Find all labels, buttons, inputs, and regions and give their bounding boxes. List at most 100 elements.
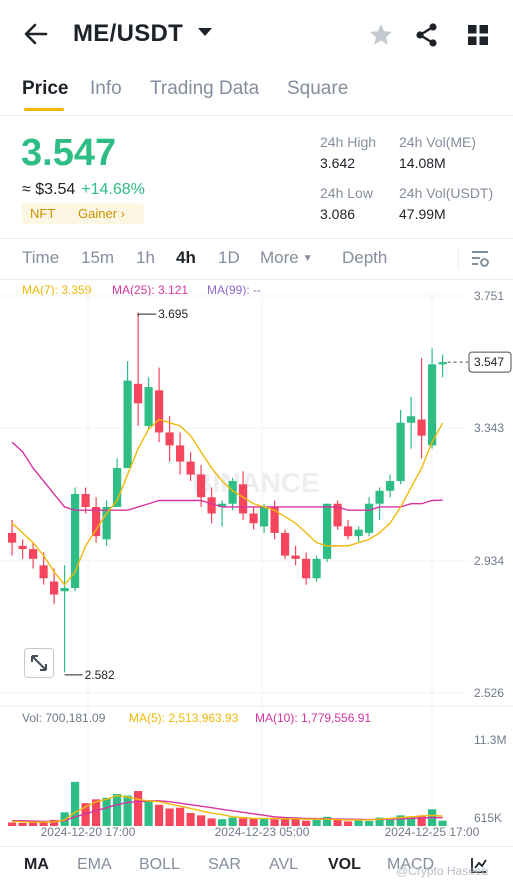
- volume-bar: [302, 820, 311, 826]
- volume-bar: [102, 797, 111, 826]
- vol-ma5-legend: MA(5): 2,513,963.93: [129, 711, 239, 725]
- indicator-sar[interactable]: SAR: [208, 856, 241, 873]
- candle-body: [270, 506, 279, 533]
- volume-bar: [239, 818, 248, 826]
- candle-body: [8, 532, 17, 543]
- chart-settings-icon[interactable]: [470, 249, 490, 269]
- indicator-vol[interactable]: VOL: [328, 856, 361, 873]
- volume-tick-label: 11.3M: [474, 733, 506, 747]
- tf-depth[interactable]: Depth: [342, 248, 388, 267]
- candle-body: [18, 545, 27, 550]
- ma25-line: [11, 441, 443, 511]
- volume-bar: [333, 819, 342, 826]
- volume-bar: [291, 818, 300, 826]
- ma99-legend: MA(99): --: [207, 283, 261, 297]
- indicator-boll[interactable]: BOLL: [139, 856, 180, 873]
- stat-24h-vol-usdt-label: 24h Vol(USDT): [399, 185, 494, 201]
- volume-bar: [113, 794, 122, 826]
- time-tick-label: 2024-12-25 17:00: [385, 825, 480, 839]
- indicator-settings-icon[interactable]: [470, 856, 488, 874]
- back-arrow-icon[interactable]: [22, 20, 50, 48]
- volume-bar: [144, 800, 153, 826]
- tab-info[interactable]: Info: [90, 78, 122, 99]
- tag-nft[interactable]: NFT: [22, 203, 84, 224]
- pair-title[interactable]: ME/USDT: [73, 20, 184, 47]
- volume-bar: [197, 815, 206, 826]
- pair-dropdown-icon[interactable]: [198, 28, 212, 36]
- tab-square[interactable]: Square: [287, 78, 349, 99]
- candle-body: [186, 461, 195, 475]
- time-tick-label: 2024-12-23 05:00: [215, 825, 310, 839]
- candle-body: [165, 432, 174, 446]
- indicator-ema[interactable]: EMA: [77, 856, 112, 873]
- candle-body: [207, 497, 216, 514]
- volume-bar: [155, 804, 164, 826]
- volume-bar: [344, 821, 353, 826]
- volume-bar: [134, 790, 143, 826]
- tf-15m[interactable]: 15m: [81, 248, 115, 267]
- tf-1d[interactable]: 1D: [218, 248, 240, 267]
- tf-4h[interactable]: 4h: [176, 248, 196, 267]
- price-tick-label: 2.526: [474, 686, 504, 700]
- candle-body: [417, 419, 426, 436]
- volume-bar: [92, 799, 101, 826]
- volume-bar: [396, 815, 405, 826]
- candle-body: [344, 526, 353, 537]
- price-axis: 3.751 3.343 2.934 2.526 11.3M 615K: [474, 289, 506, 825]
- vol-ma5-line: [12, 794, 443, 823]
- more-caret-icon: ▼: [302, 253, 313, 264]
- chart-annotations: 3.695 2.582 3.547: [64, 307, 512, 682]
- grid-menu-icon[interactable]: [465, 22, 491, 48]
- candle-body: [386, 481, 395, 491]
- low-marker-label: 2.582: [85, 668, 115, 682]
- candlestick-chart[interactable]: BINANCE 3.751 3.343 2.934 2.526 11.3M 615K 3.…: [0, 280, 513, 846]
- volume-bar: [312, 819, 321, 826]
- candle-body: [239, 484, 248, 514]
- header-bar: ME/USDT: [0, 0, 513, 70]
- volume-bar: [228, 817, 237, 826]
- volume-bar: [375, 817, 384, 826]
- candle-body: [365, 503, 374, 533]
- tf-divider: [0, 279, 513, 280]
- last-price-label: 3.547: [474, 355, 504, 369]
- volume-bar: [71, 781, 80, 826]
- volume-bar: [165, 808, 174, 826]
- indicator-ma[interactable]: MA: [24, 856, 49, 873]
- volume-bar: [260, 818, 269, 826]
- stat-24h-high-value: 3.642: [320, 155, 356, 171]
- candle-body: [81, 494, 90, 507]
- candle-body: [50, 581, 59, 595]
- candle-body: [134, 383, 143, 404]
- candle-body: [375, 490, 384, 504]
- candle-body: [260, 506, 269, 527]
- candle-body: [39, 565, 48, 579]
- tabs-divider: [0, 115, 513, 116]
- volume-bar: [365, 821, 374, 826]
- tag-gainer[interactable]: Gainer ›: [70, 203, 144, 224]
- main-tabs: Price Info Trading Data Square: [0, 74, 513, 114]
- stat-24h-high-label: 24h High: [320, 134, 377, 150]
- star-icon[interactable]: [368, 22, 394, 48]
- indicator-macd[interactable]: MACD: [387, 856, 435, 873]
- candle-body: [407, 416, 416, 423]
- indicator-divider: [0, 846, 513, 847]
- indicator-avl[interactable]: AVL: [269, 856, 299, 873]
- volume-bar: [249, 818, 258, 826]
- stat-24h-vol-me-label: 24h Vol(ME): [399, 134, 477, 150]
- volume-bar: [281, 817, 290, 826]
- tf-1h[interactable]: 1h: [136, 248, 155, 267]
- share-icon[interactable]: [414, 22, 440, 48]
- volume-bar: [29, 822, 38, 826]
- tab-trading-data[interactable]: Trading Data: [150, 78, 260, 99]
- price-change: +14.68%: [81, 181, 145, 198]
- candle-body: [29, 549, 38, 559]
- tf-more[interactable]: More ▼: [260, 248, 313, 268]
- tf-time[interactable]: Time: [22, 248, 60, 267]
- expand-icon[interactable]: [24, 648, 54, 678]
- candle-body: [281, 532, 290, 556]
- tab-price[interactable]: Price: [22, 78, 69, 99]
- candle-body: [312, 558, 321, 579]
- stat-24h-low-label: 24h Low: [320, 185, 373, 201]
- candle-body: [176, 445, 185, 462]
- ma25-legend: MA(25): 3.121: [112, 283, 189, 297]
